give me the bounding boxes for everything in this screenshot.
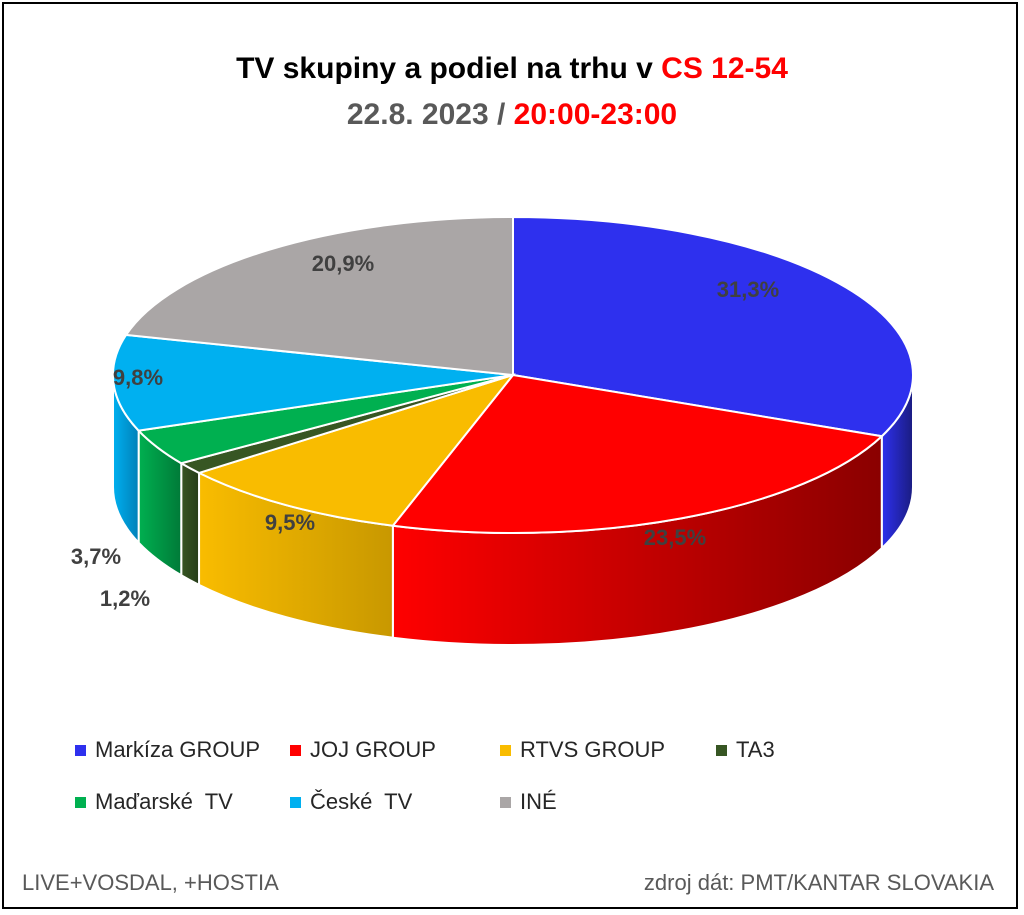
data-label-joj-group: 23,5% xyxy=(644,525,706,550)
legend-item-markiza-group: Markíza GROUP xyxy=(75,737,260,763)
chart-title: TV skupiny a podiel na trhu v CS 12-54 xyxy=(0,52,1024,86)
legend-label: JOJ GROUP xyxy=(310,737,436,762)
pie-slice-joj-group xyxy=(390,373,884,534)
pie-slice-markiza-group xyxy=(512,215,914,438)
footer-source: zdroj dát: PMT/KANTAR SLOVAKIA xyxy=(643,870,994,895)
legend-swatch xyxy=(500,796,511,808)
legend-swatch xyxy=(716,744,727,756)
pie-slice-ine xyxy=(124,215,514,377)
legend-label: České TV xyxy=(310,789,413,814)
legend-swatch xyxy=(290,744,301,756)
legend-label: INÉ xyxy=(520,789,557,814)
title-highlight: CS 12-54 xyxy=(661,52,788,85)
data-label-markiza-group: 31,3% xyxy=(717,277,779,302)
pie-top xyxy=(112,215,914,534)
subtitle-time: 20:00-23:00 xyxy=(513,98,678,131)
legend-label: TA3 xyxy=(736,737,775,762)
subtitle-date: 22.8. 2023 / xyxy=(346,98,514,131)
pie-side-ta3 xyxy=(180,461,201,587)
data-label-ceske-tv: 9,8% xyxy=(113,365,163,390)
chart-subtitle: 22.8. 2023 / 20:00-23:00 xyxy=(0,98,1024,132)
legend-item-rtvs-group: RTVS GROUP xyxy=(500,737,665,763)
data-label-madarske-tv: 3,7% xyxy=(71,544,121,569)
legend-item-ine: INÉ xyxy=(500,789,557,815)
legend-item-joj-group: JOJ GROUP xyxy=(290,737,436,763)
legend-label: RTVS GROUP xyxy=(520,737,666,762)
legend-swatch xyxy=(75,744,86,756)
legend-item-ceske-tv: České TV xyxy=(290,789,412,815)
data-label-ta3: 1,2% xyxy=(100,586,150,611)
pie-slice-ceske-tv xyxy=(112,333,514,432)
legend-label: Maďarské TV xyxy=(95,789,233,814)
title-text: TV skupiny a podiel na trhu v xyxy=(236,52,662,85)
data-label-rtvs-group: 9,5% xyxy=(265,510,315,535)
legend-swatch xyxy=(500,744,511,756)
data-label-ine: 20,9% xyxy=(312,251,374,276)
pie-slice-rtvs-group xyxy=(196,373,516,527)
legend-swatch xyxy=(75,796,86,808)
legend-swatch xyxy=(290,796,301,808)
legend-item-madarske-tv: Maďarské TV xyxy=(75,789,233,815)
legend-item-ta3: TA3 xyxy=(716,737,775,763)
legend-label: Markíza GROUP xyxy=(95,737,261,762)
footer-note: LIVE+VOSDAL, +HOSTIA xyxy=(22,870,279,895)
pie-side-walls xyxy=(112,374,914,646)
